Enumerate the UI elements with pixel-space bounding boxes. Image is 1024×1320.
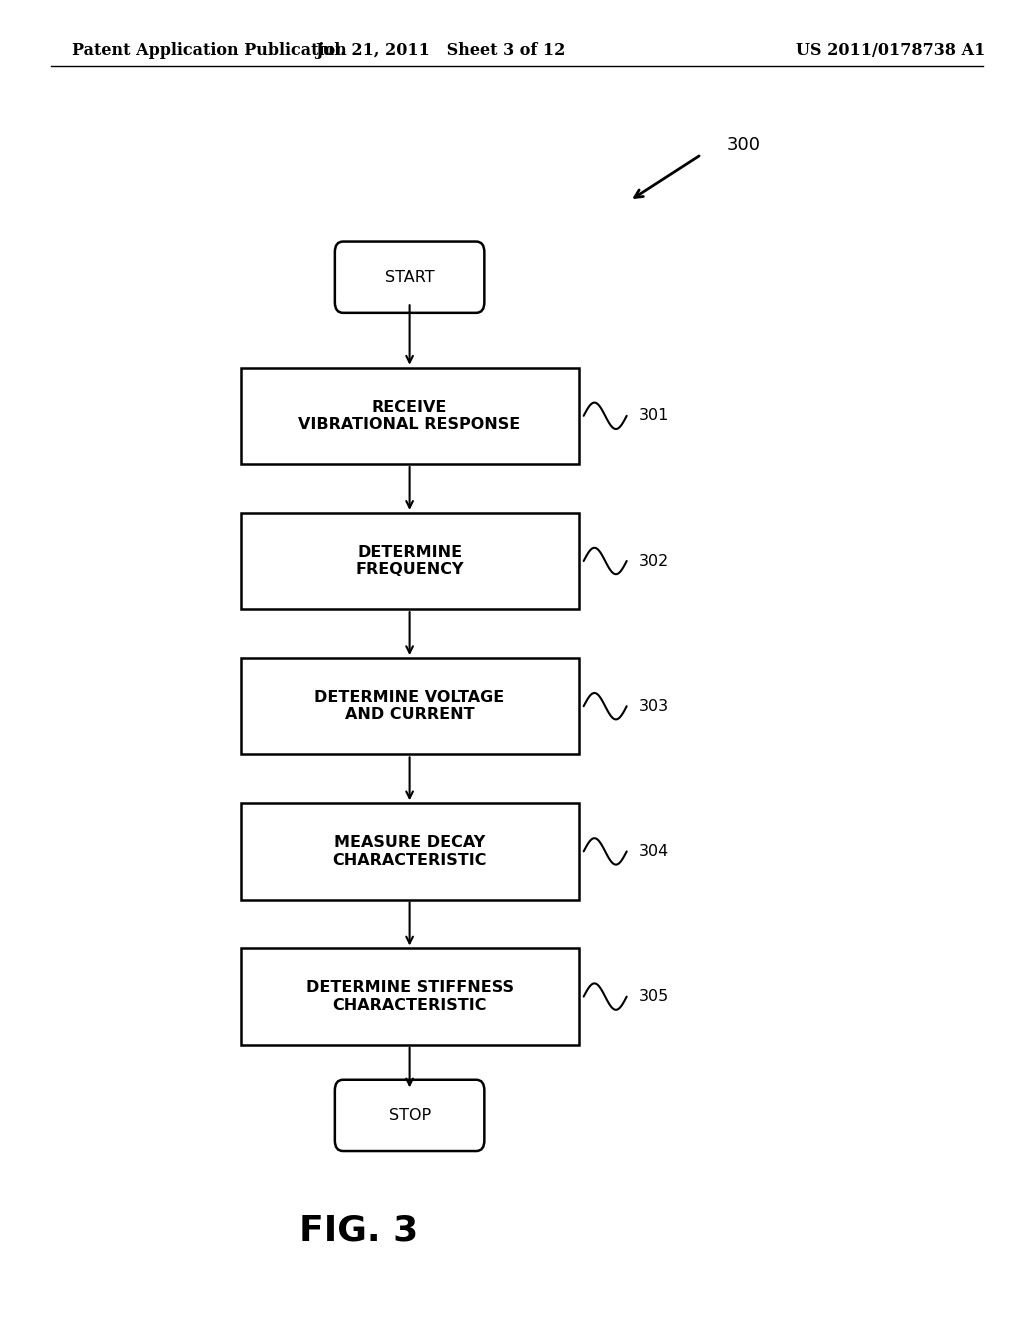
Text: 302: 302 [639, 553, 670, 569]
Text: US 2011/0178738 A1: US 2011/0178738 A1 [797, 42, 985, 58]
Text: DETERMINE VOLTAGE
AND CURRENT: DETERMINE VOLTAGE AND CURRENT [314, 690, 505, 722]
Text: Patent Application Publication: Patent Application Publication [72, 42, 346, 58]
Text: 304: 304 [639, 843, 670, 859]
Bar [241, 803, 579, 900]
Text: MEASURE DECAY
CHARACTERISTIC: MEASURE DECAY CHARACTERISTIC [333, 836, 486, 867]
Bar [241, 949, 579, 1045]
Text: 301: 301 [639, 408, 670, 424]
Text: FIG. 3: FIG. 3 [299, 1213, 418, 1247]
Text: DETERMINE
FREQUENCY: DETERMINE FREQUENCY [355, 545, 464, 577]
Text: 305: 305 [639, 989, 670, 1005]
Text: DETERMINE STIFFNESS
CHARACTERISTIC: DETERMINE STIFFNESS CHARACTERISTIC [305, 981, 514, 1012]
Text: RECEIVE
VIBRATIONAL RESPONSE: RECEIVE VIBRATIONAL RESPONSE [298, 400, 521, 432]
Bar [241, 367, 579, 463]
Text: 300: 300 [727, 136, 761, 154]
FancyBboxPatch shape [335, 1080, 484, 1151]
Bar [241, 513, 579, 610]
Text: START: START [385, 269, 434, 285]
Text: Jul. 21, 2011   Sheet 3 of 12: Jul. 21, 2011 Sheet 3 of 12 [315, 42, 565, 58]
Text: 303: 303 [639, 698, 669, 714]
FancyBboxPatch shape [335, 242, 484, 313]
Bar [241, 657, 579, 754]
Text: STOP: STOP [388, 1107, 431, 1123]
